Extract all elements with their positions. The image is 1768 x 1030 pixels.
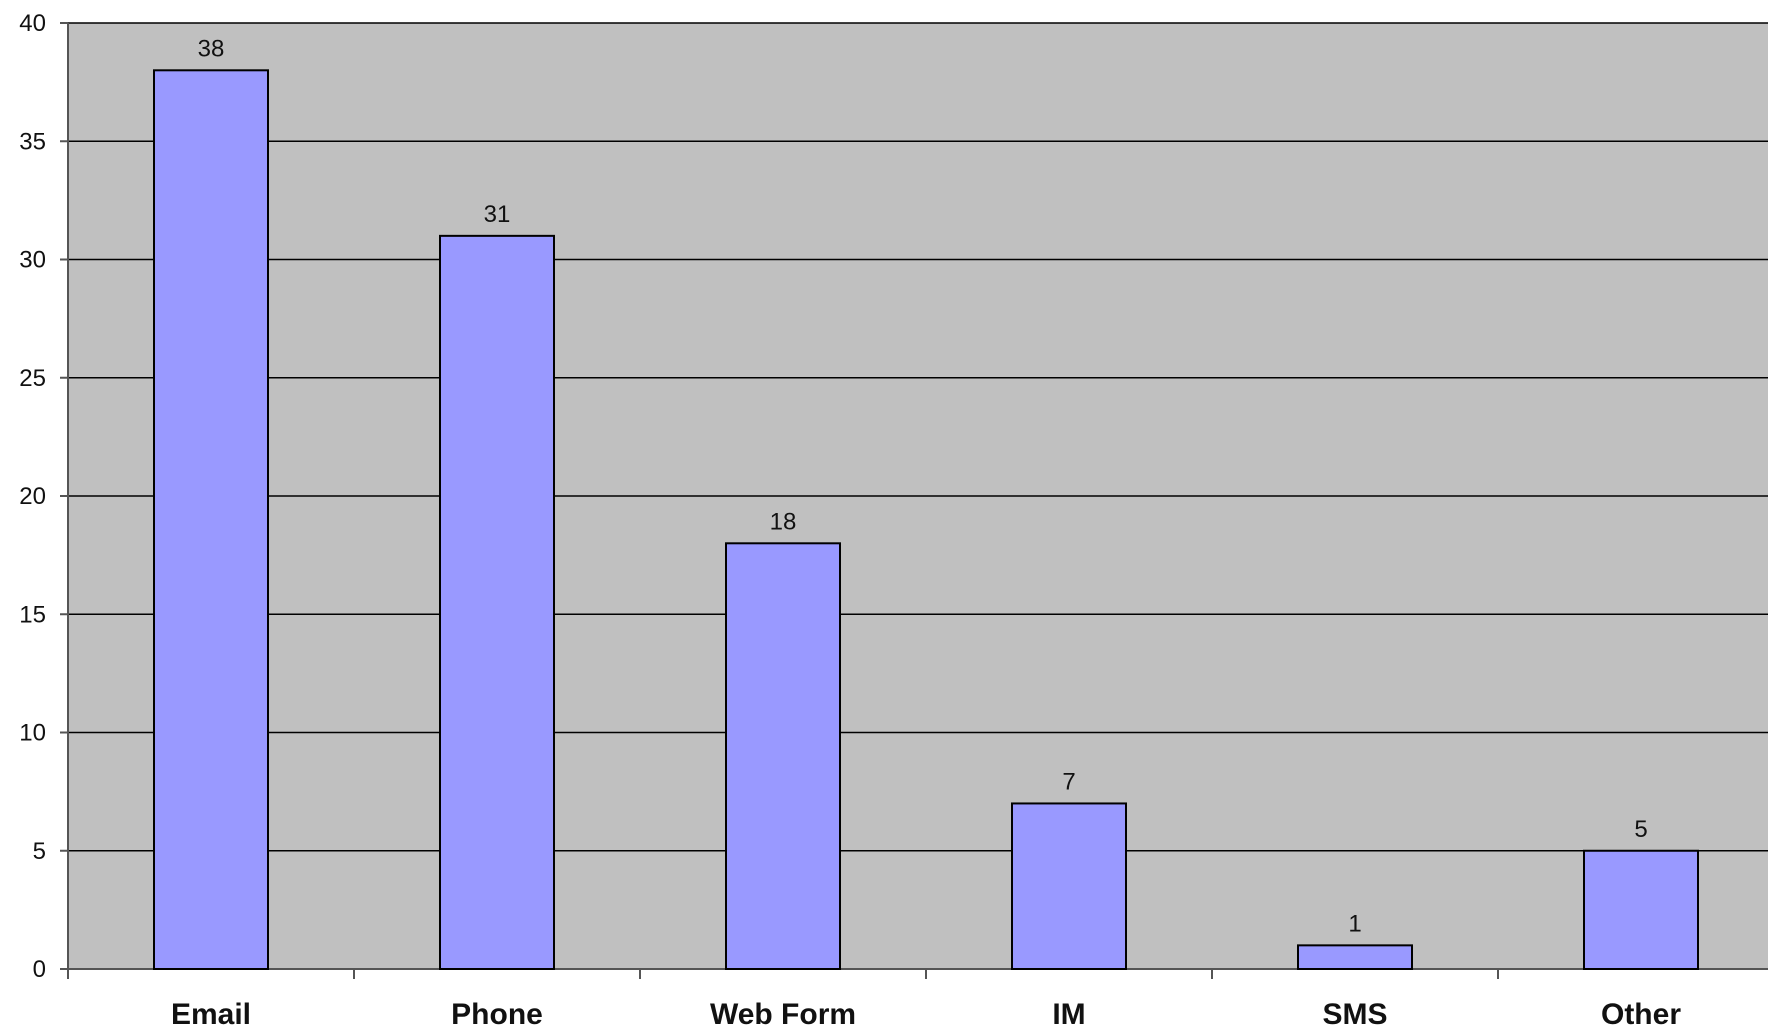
- bar-phone: [439, 234, 555, 971]
- data-label: 7: [1062, 768, 1075, 795]
- data-label: 18: [770, 508, 797, 535]
- category-label: Web Form: [710, 998, 856, 1030]
- bar-web-form: [725, 542, 841, 970]
- bar-sms: [1297, 944, 1413, 970]
- bars: [153, 69, 1699, 971]
- bar-other: [1583, 849, 1699, 970]
- data-label: 5: [1634, 816, 1647, 843]
- y-tick-label: 10: [19, 720, 46, 747]
- x-axis: [67, 968, 1768, 979]
- y-tick-label: 15: [19, 601, 46, 628]
- y-axis: 0 5 10 15 20 25 30 35 40: [19, 10, 69, 983]
- category-label: Email: [171, 998, 251, 1030]
- data-labels: 38 31 18 7 1 5: [198, 35, 1648, 937]
- y-tick-label: 5: [33, 838, 46, 865]
- data-label: 38: [198, 35, 225, 62]
- category-label: SMS: [1322, 998, 1387, 1030]
- category-label: Phone: [451, 998, 543, 1030]
- data-label: 1: [1348, 910, 1361, 937]
- y-tick-label: 35: [19, 128, 46, 155]
- category-labels: Email Phone Web Form IM SMS Other: [171, 998, 1681, 1030]
- y-tick-label: 40: [19, 10, 46, 37]
- category-label: IM: [1052, 998, 1085, 1030]
- category-label: Other: [1601, 998, 1681, 1030]
- bar-email: [153, 69, 269, 971]
- data-label: 31: [484, 201, 511, 228]
- y-tick-label: 20: [19, 483, 46, 510]
- y-tick-label: 25: [19, 365, 46, 392]
- gridlines: [68, 22, 1768, 852]
- y-tick-label: 0: [33, 956, 46, 983]
- y-tick-label: 30: [19, 247, 46, 274]
- bar-im: [1011, 802, 1127, 971]
